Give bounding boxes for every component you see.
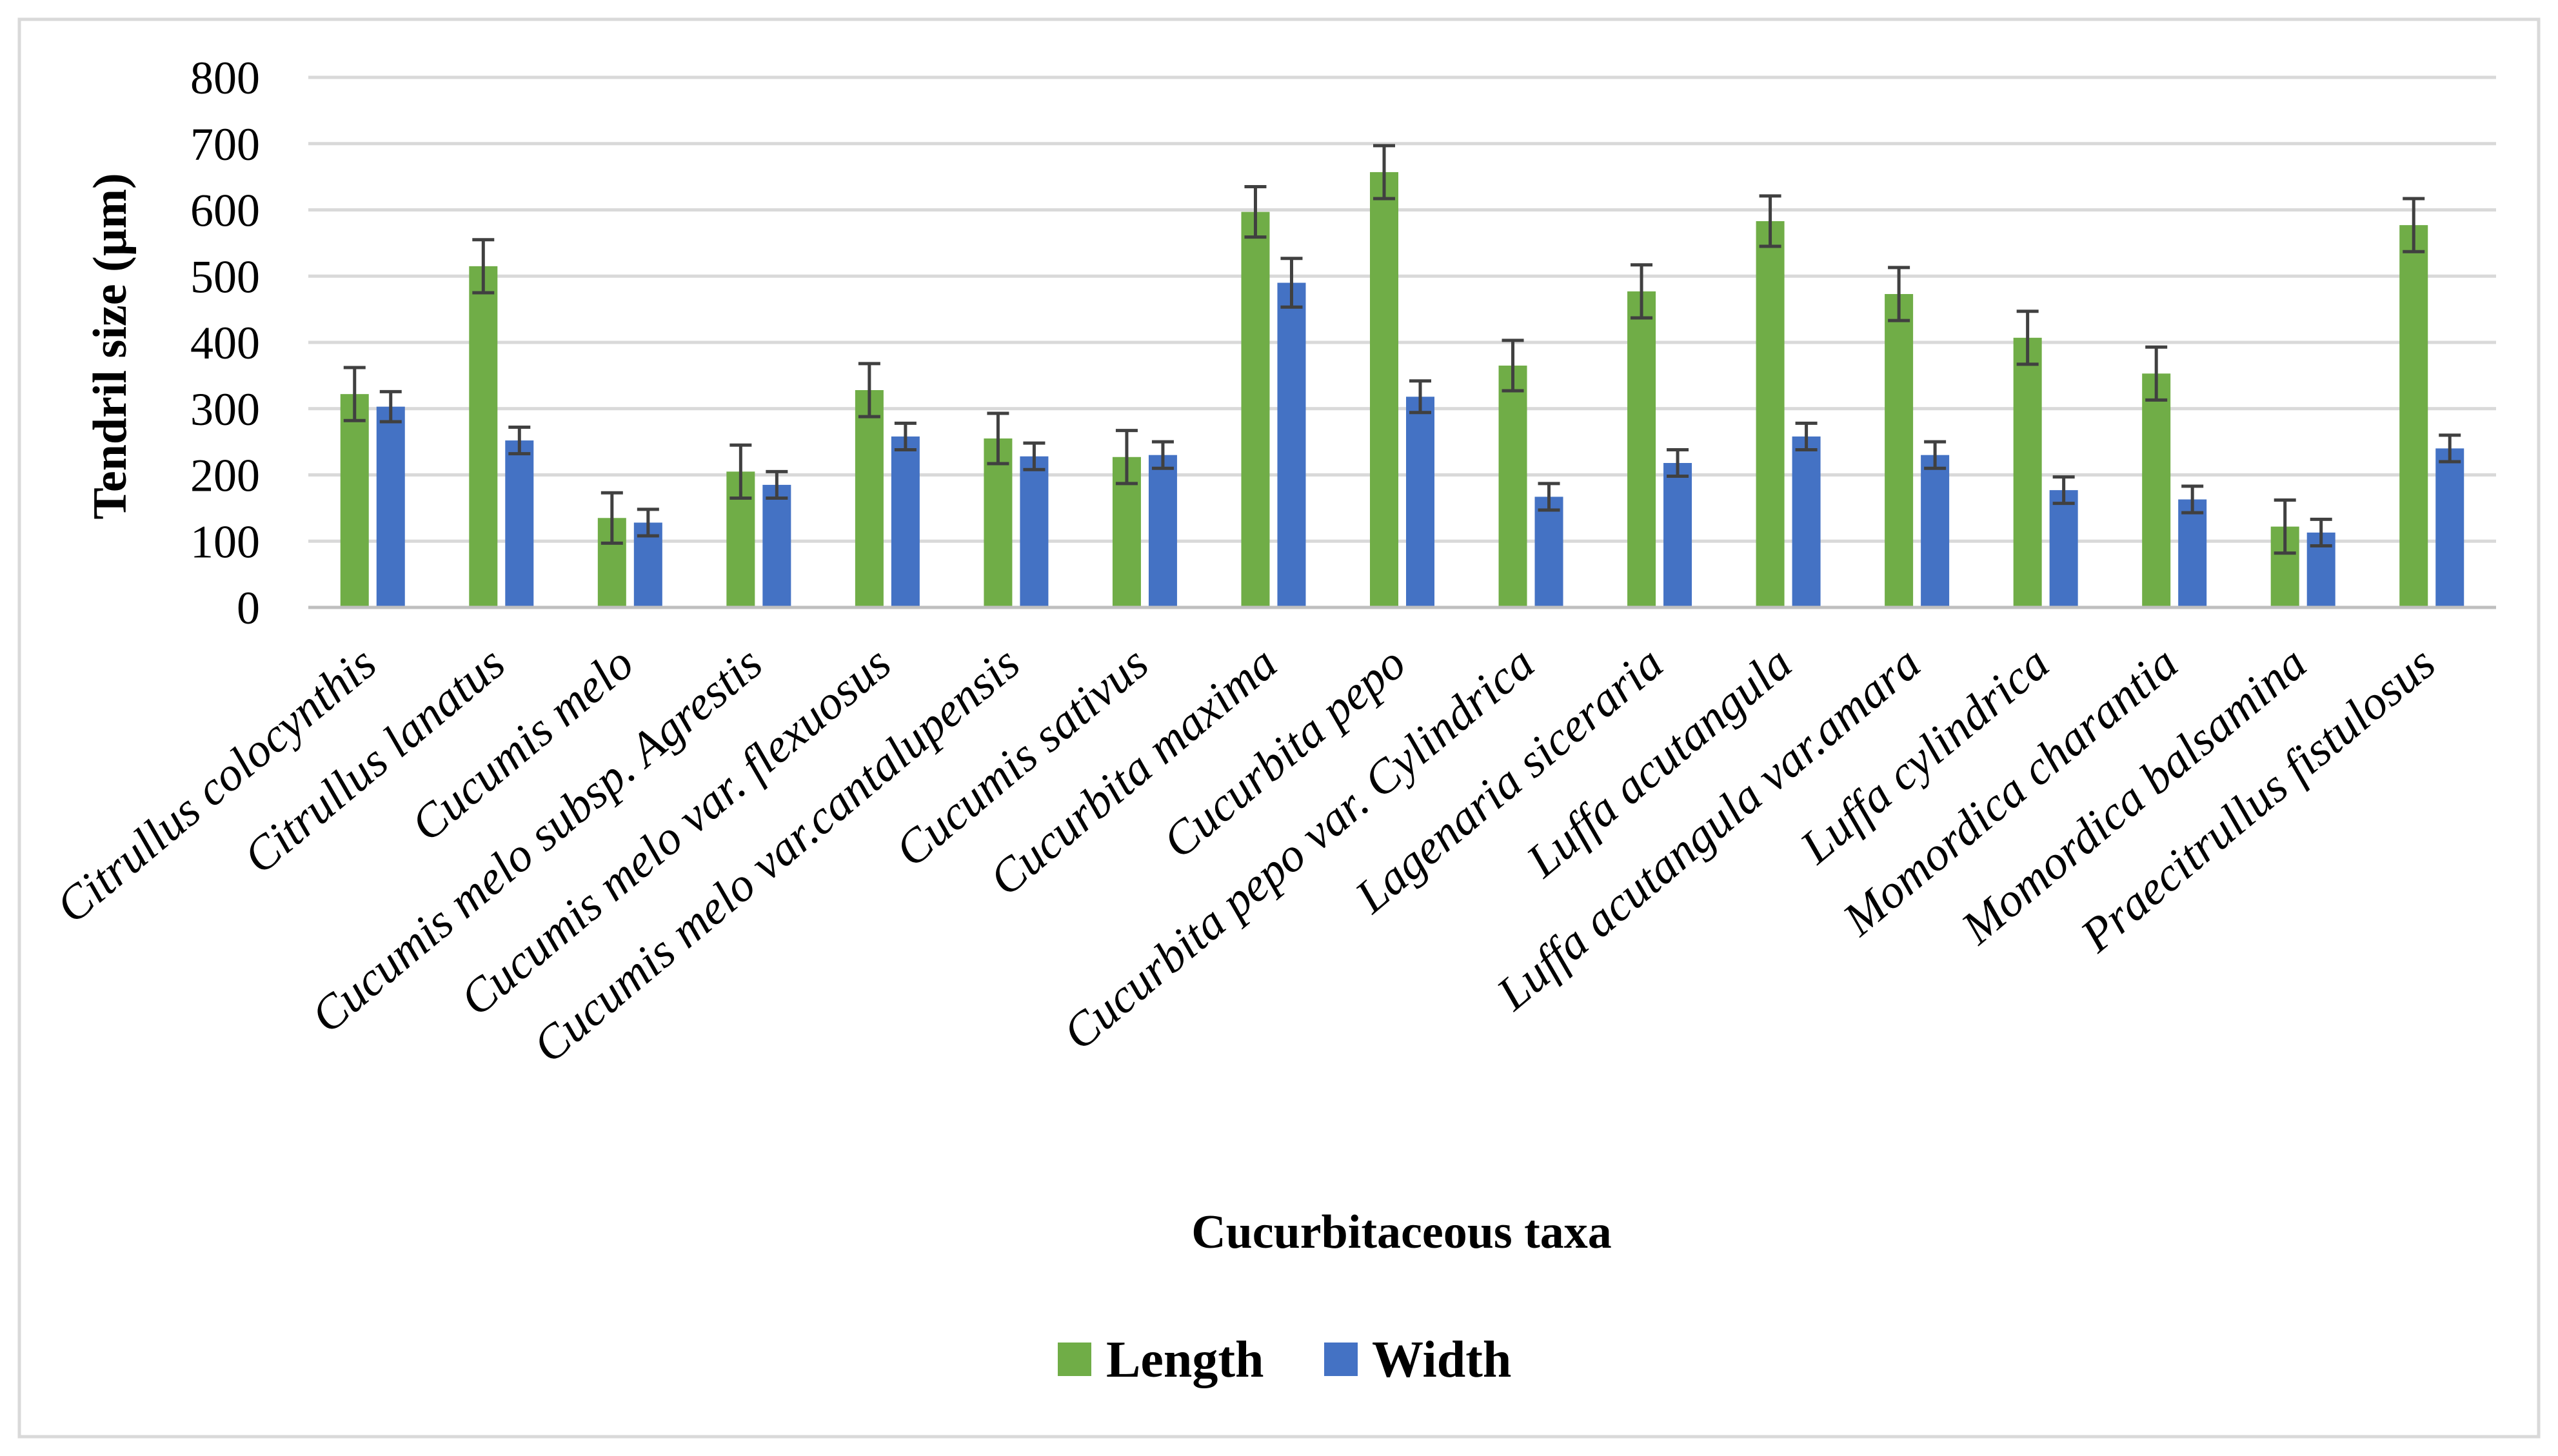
bar-length <box>1241 212 1270 607</box>
bar-length <box>1498 365 1527 607</box>
bar-length <box>2013 337 2042 607</box>
legend-label-length: Length <box>1106 1332 1264 1388</box>
y-tick-label: 300 <box>190 384 260 435</box>
y-axis-label: Tendril size (µm) <box>84 173 137 519</box>
bar-length <box>469 266 498 607</box>
bar-width <box>1663 463 1692 607</box>
y-tick-label: 400 <box>190 317 260 369</box>
bars <box>340 172 2464 607</box>
legend-swatch-length <box>1058 1343 1091 1376</box>
y-tick-label: 100 <box>190 516 260 567</box>
error-bars <box>343 144 2461 555</box>
x-axis-label: Cucurbitaceous taxa <box>1191 1206 1612 1259</box>
bar-width <box>505 440 534 607</box>
bar-length <box>1370 172 1398 607</box>
y-axis-ticks: 0 100 200 300 400 500 600 700 800 <box>190 52 260 634</box>
bar-length <box>984 438 1013 607</box>
bar-width <box>891 436 920 607</box>
bar-width <box>376 406 405 607</box>
y-tick-label: 600 <box>190 185 260 237</box>
bar-length <box>2399 225 2428 607</box>
bar-length <box>855 389 884 607</box>
bar-width <box>762 484 791 607</box>
bar-length <box>340 394 369 607</box>
bar-width <box>1277 282 1306 607</box>
y-tick-label: 800 <box>190 52 260 104</box>
bar-width <box>1534 497 1563 607</box>
y-tick-label: 200 <box>190 450 260 502</box>
bar-width <box>1020 456 1049 607</box>
y-tick-label: 500 <box>190 251 260 302</box>
bar-width <box>1406 397 1434 607</box>
bar-width <box>1148 455 1177 607</box>
y-tick-label: 700 <box>190 119 260 170</box>
bar-width <box>2435 448 2464 607</box>
gridlines <box>308 75 2496 543</box>
bar-length <box>1627 291 1656 607</box>
bar-width <box>2178 499 2207 607</box>
y-tick-label: 0 <box>237 582 260 634</box>
bar-length <box>2142 373 2171 607</box>
legend-swatch-width <box>1324 1343 1358 1376</box>
bar-width <box>2049 490 2078 607</box>
bar-width <box>1792 436 1821 607</box>
legend: Length Width <box>1058 1332 1511 1388</box>
bar-width <box>1921 455 1950 607</box>
legend-label-width: Width <box>1372 1332 1511 1388</box>
bar-length <box>1885 293 1914 607</box>
chart-frame <box>17 17 2541 1439</box>
bar-length <box>1756 221 1785 607</box>
